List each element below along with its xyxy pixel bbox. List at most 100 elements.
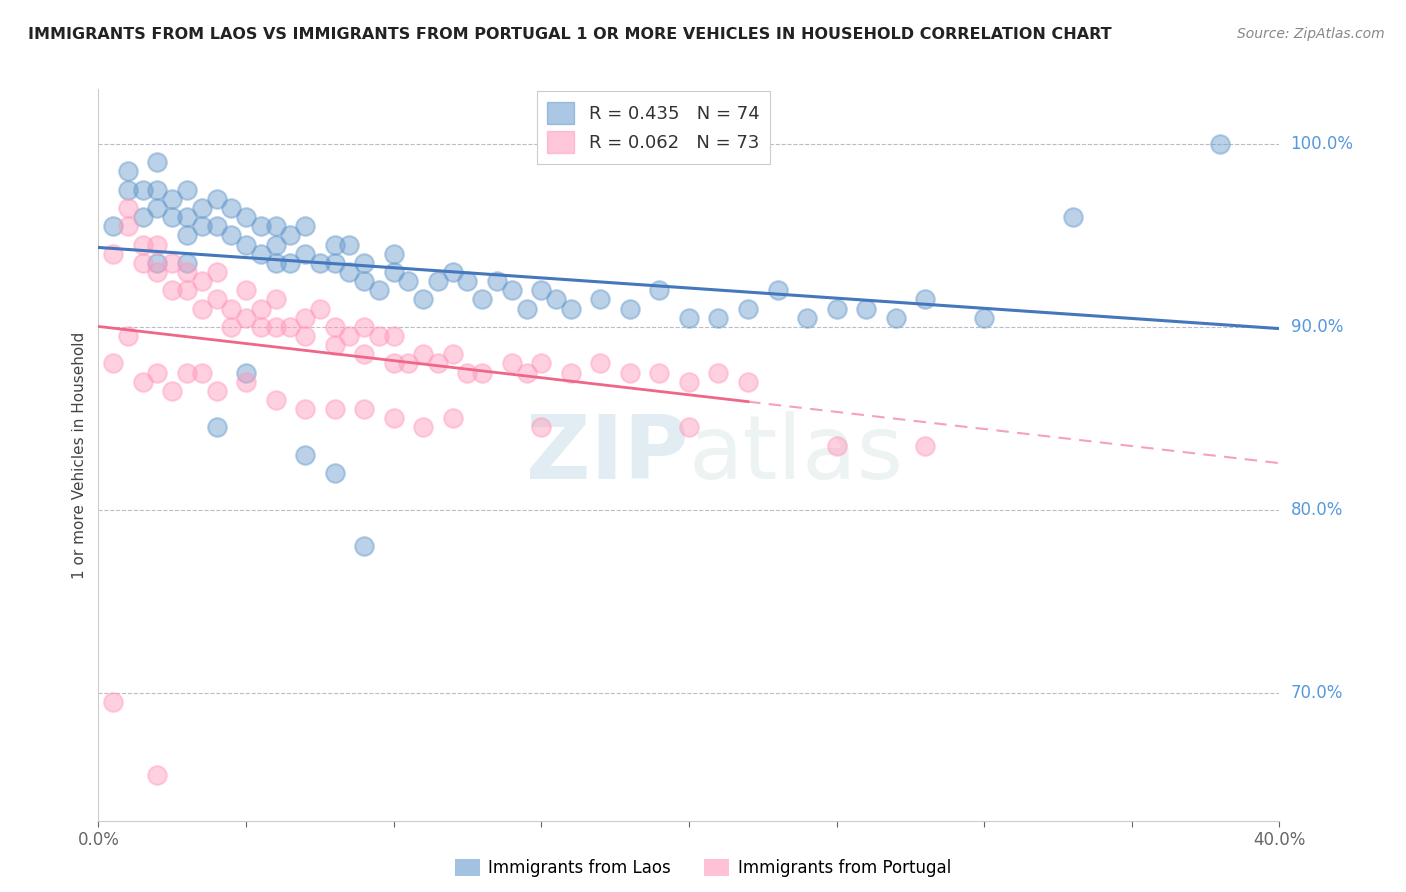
Point bbox=[205, 384, 228, 398]
Point bbox=[530, 420, 553, 434]
Point bbox=[117, 329, 139, 343]
Point bbox=[250, 301, 273, 316]
Point bbox=[825, 301, 848, 316]
Point bbox=[117, 164, 139, 178]
Point bbox=[146, 183, 169, 197]
Point bbox=[914, 439, 936, 453]
Point bbox=[132, 183, 155, 197]
Point bbox=[1062, 211, 1084, 225]
Point bbox=[146, 366, 169, 380]
Point bbox=[132, 375, 155, 389]
Point bbox=[457, 366, 479, 380]
Point bbox=[678, 375, 700, 389]
Point bbox=[176, 256, 198, 270]
Point bbox=[427, 274, 450, 288]
Point bbox=[117, 201, 139, 215]
Point bbox=[264, 319, 287, 334]
Point bbox=[250, 219, 273, 234]
Text: 90.0%: 90.0% bbox=[1291, 318, 1343, 336]
Point bbox=[191, 219, 214, 234]
Point bbox=[235, 375, 257, 389]
Point bbox=[530, 284, 553, 298]
Point bbox=[176, 265, 198, 279]
Point bbox=[132, 256, 155, 270]
Point bbox=[353, 319, 375, 334]
Text: atlas: atlas bbox=[689, 411, 904, 499]
Point bbox=[235, 366, 257, 380]
Point bbox=[339, 265, 361, 279]
Point bbox=[766, 284, 789, 298]
Point bbox=[884, 310, 907, 325]
Point bbox=[264, 293, 287, 307]
Point bbox=[205, 293, 228, 307]
Point bbox=[382, 329, 405, 343]
Point bbox=[353, 402, 375, 417]
Point bbox=[235, 310, 257, 325]
Text: 70.0%: 70.0% bbox=[1291, 683, 1343, 702]
Point bbox=[294, 402, 316, 417]
Point bbox=[103, 247, 125, 261]
Point bbox=[280, 228, 302, 243]
Point bbox=[117, 219, 139, 234]
Point bbox=[368, 329, 391, 343]
Point bbox=[323, 402, 346, 417]
Text: 80.0%: 80.0% bbox=[1291, 500, 1343, 519]
Point bbox=[589, 356, 612, 371]
Point bbox=[264, 256, 287, 270]
Point bbox=[501, 284, 523, 298]
Point bbox=[264, 393, 287, 408]
Point bbox=[294, 329, 316, 343]
Point bbox=[191, 366, 214, 380]
Point bbox=[205, 420, 228, 434]
Point bbox=[501, 356, 523, 371]
Point bbox=[973, 310, 995, 325]
Point bbox=[162, 211, 183, 225]
Point bbox=[294, 219, 316, 234]
Point bbox=[678, 420, 700, 434]
Point bbox=[235, 284, 257, 298]
Point bbox=[309, 256, 332, 270]
Point bbox=[457, 274, 479, 288]
Point bbox=[471, 293, 494, 307]
Point bbox=[221, 301, 243, 316]
Point bbox=[235, 237, 257, 252]
Point bbox=[441, 265, 464, 279]
Point bbox=[132, 237, 155, 252]
Point bbox=[914, 293, 936, 307]
Point bbox=[737, 301, 759, 316]
Point bbox=[353, 539, 375, 553]
Point bbox=[619, 301, 641, 316]
Point bbox=[323, 467, 346, 481]
Text: IMMIGRANTS FROM LAOS VS IMMIGRANTS FROM PORTUGAL 1 OR MORE VEHICLES IN HOUSEHOLD: IMMIGRANTS FROM LAOS VS IMMIGRANTS FROM … bbox=[28, 27, 1112, 42]
Point bbox=[294, 448, 316, 462]
Point bbox=[146, 237, 169, 252]
Text: 100.0%: 100.0% bbox=[1291, 135, 1354, 153]
Point bbox=[264, 237, 287, 252]
Point bbox=[648, 366, 671, 380]
Point bbox=[398, 274, 420, 288]
Legend: Immigrants from Laos, Immigrants from Portugal: Immigrants from Laos, Immigrants from Po… bbox=[449, 852, 957, 884]
Text: ZIP: ZIP bbox=[526, 411, 689, 499]
Point bbox=[162, 192, 183, 206]
Y-axis label: 1 or more Vehicles in Household: 1 or more Vehicles in Household bbox=[72, 331, 87, 579]
Point bbox=[146, 201, 169, 215]
Point bbox=[412, 293, 434, 307]
Point bbox=[323, 256, 346, 270]
Point bbox=[176, 183, 198, 197]
Point bbox=[855, 301, 877, 316]
Point bbox=[205, 265, 228, 279]
Point bbox=[707, 366, 730, 380]
Point bbox=[280, 319, 302, 334]
Point bbox=[382, 411, 405, 425]
Point bbox=[309, 301, 332, 316]
Point bbox=[412, 420, 434, 434]
Point bbox=[323, 319, 346, 334]
Point bbox=[205, 219, 228, 234]
Text: Source: ZipAtlas.com: Source: ZipAtlas.com bbox=[1237, 27, 1385, 41]
Point bbox=[412, 347, 434, 361]
Point bbox=[103, 356, 125, 371]
Point bbox=[516, 301, 538, 316]
Point bbox=[707, 310, 730, 325]
Point bbox=[398, 356, 420, 371]
Point bbox=[146, 155, 169, 169]
